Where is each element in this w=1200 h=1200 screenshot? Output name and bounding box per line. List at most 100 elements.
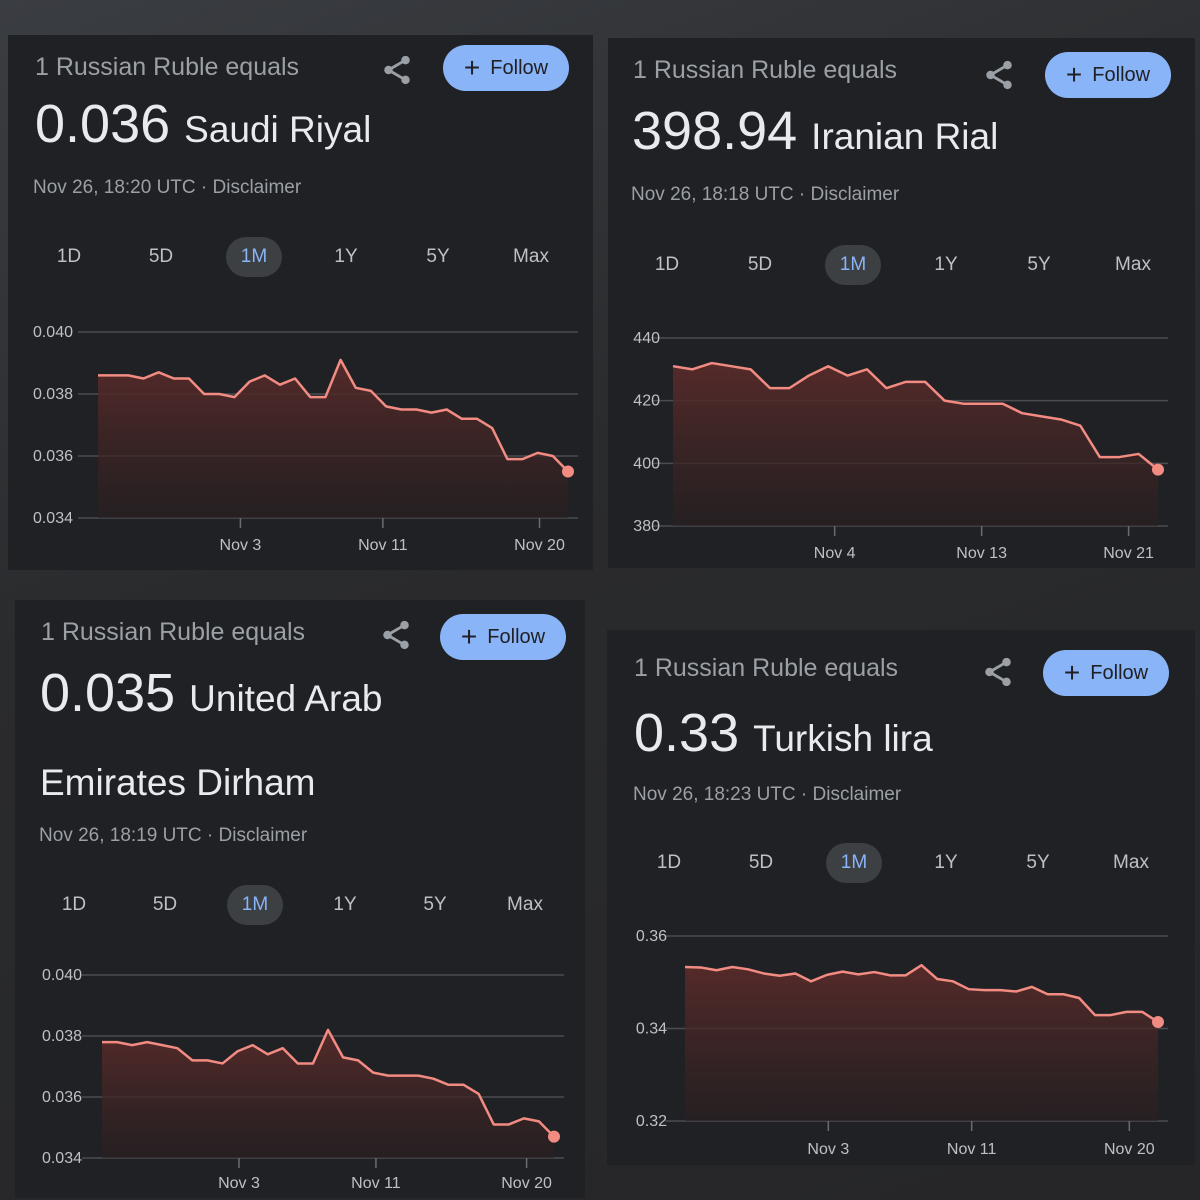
follow-label: Follow [1090,661,1149,684]
range-tab-1d[interactable]: 1D [654,254,680,275]
range-tab-1m[interactable]: 1M [825,245,881,285]
follow-label: Follow [1092,63,1151,86]
follow-button[interactable]: + Follow [440,614,566,660]
follow-button[interactable]: + Follow [1045,52,1171,98]
currency-card-uae-dirham: 1 Russian Ruble equals + Follow 0.035 United… [15,600,585,1198]
currency-card-saudi-riyal: 1 Russian Ruble equals + Follow 0.036 Saudi … [8,35,593,570]
latest-point [548,1130,560,1143]
plus-icon: + [1065,59,1083,90]
area-fill [685,965,1158,1121]
plus-icon: + [1063,657,1081,688]
follow-label: Follow [490,56,549,79]
y-tick-label: 0.34 [636,1021,667,1038]
range-tab-5d[interactable]: 5D [747,254,773,275]
exchange-rate: 0.035 United Arab [40,662,383,724]
share-icon[interactable] [380,53,414,87]
y-tick-label: 0.040 [42,967,82,984]
follow-label: Follow [487,625,546,648]
range-tab-5y[interactable]: 5Y [1026,852,1050,873]
y-tick-label: 0.038 [42,1028,82,1045]
range-tab-1y[interactable]: 1Y [934,852,958,873]
range-tab-1m[interactable]: 1M [826,843,882,883]
x-tick-label: Nov 20 [514,537,565,554]
rate-value: 0.036 [35,94,171,154]
x-tick-label: Nov 11 [358,537,408,554]
currency-card-turkish-lira: 1 Russian Ruble equals + Follow 0.33 Turkish… [607,630,1195,1165]
currency-name: Iranian Rial [811,116,999,157]
range-tab-5y[interactable]: 5Y [426,246,450,267]
latest-point [1152,463,1164,476]
area-fill [102,1029,554,1158]
rate-value: 398.94 [632,101,798,161]
range-tab-1y[interactable]: 1Y [934,254,958,275]
y-tick-label: 420 [633,393,660,410]
x-tick-label: Nov 4 [814,545,856,562]
x-tick-label: Nov 3 [218,1175,260,1192]
exchange-rate: 0.33 Turkish lira [634,702,933,764]
series-line [98,358,569,473]
timestamp-disclaimer: Nov 26, 18:23 UTC · Disclaimer [633,784,902,805]
follow-button[interactable]: + Follow [443,45,569,91]
x-tick-label: Nov 21 [1103,545,1154,562]
range-tab-5y[interactable]: 5Y [423,894,447,915]
y-tick-label: 0.034 [33,510,73,527]
range-tab-1d[interactable]: 1D [656,852,682,873]
share-icon[interactable] [982,58,1016,92]
plus-icon: + [463,52,481,83]
x-tick-label: Nov 11 [351,1175,401,1192]
y-tick-label: 0.036 [42,1089,82,1106]
y-tick-label: 0.040 [33,324,73,341]
exchange-rate: 398.94 Iranian Rial [632,100,998,162]
range-tab-1d[interactable]: 1D [56,246,82,267]
range-tab-max[interactable]: Max [1115,254,1151,275]
area-fill [98,359,568,518]
series-line [684,963,1159,1024]
range-tab-5y[interactable]: 5Y [1027,254,1051,275]
timestamp-disclaimer: Nov 26, 18:18 UTC · Disclaimer [631,184,900,205]
card-eyebrow: 1 Russian Ruble equals [41,618,306,646]
x-tick-label: Nov 3 [220,537,262,554]
series-line [672,361,1159,471]
range-tab-5d[interactable]: 5D [152,894,178,915]
range-tab-1d[interactable]: 1D [61,894,87,915]
range-tab-1y[interactable]: 1Y [334,246,358,267]
range-tab-5d[interactable]: 5D [148,246,174,267]
currency-name: Saudi Riyal [184,109,372,150]
card-eyebrow: 1 Russian Ruble equals [35,53,300,81]
range-tab-max[interactable]: Max [1113,852,1149,873]
x-tick-label: Nov 20 [501,1175,552,1192]
latest-point [1152,1016,1164,1029]
area-fill [673,363,1158,526]
y-tick-label: 0.32 [636,1113,667,1130]
follow-button[interactable]: + Follow [1043,650,1169,696]
currency-card-iranian-rial: 1 Russian Ruble equals + Follow 398.94 Irani… [608,38,1195,568]
range-tab-1m[interactable]: 1M [226,237,282,277]
share-icon[interactable] [981,655,1015,689]
y-tick-label: 0.36 [636,928,667,945]
range-tab-max[interactable]: Max [513,246,549,267]
latest-point [562,465,574,478]
y-tick-label: 0.036 [33,448,73,465]
range-tab-1m[interactable]: 1M [227,885,283,925]
range-tab-5d[interactable]: 5D [748,852,774,873]
y-tick-label: 380 [633,518,660,535]
card-eyebrow: 1 Russian Ruble equals [633,56,898,84]
range-tab-1y[interactable]: 1Y [333,894,357,915]
currency-name: United Arab [189,678,383,719]
x-tick-label: Nov 11 [947,1141,997,1158]
rate-value: 0.035 [40,663,176,723]
timestamp-disclaimer: Nov 26, 18:19 UTC · Disclaimer [39,825,308,846]
share-icon[interactable] [379,618,413,652]
rate-chart[interactable]: 0.040 0.038 0.036 0.034 Nov 3 Nov 11 Nov 20 [15,600,585,1198]
y-tick-label: 0.038 [33,386,73,403]
x-tick-label: Nov 3 [807,1141,849,1158]
rate-chart[interactable]: 0.36 0.34 0.32 Nov 3 Nov 11 Nov 20 [607,630,1195,1165]
y-tick-label: 0.034 [42,1150,82,1167]
range-tab-max[interactable]: Max [507,894,543,915]
series-line [102,1028,555,1138]
rate-chart[interactable]: 440 420 400 380 Nov 4 Nov 13 Nov 21 [608,38,1195,568]
rate-value: 0.33 [634,703,740,763]
rate-chart[interactable]: 0.040 0.038 0.036 0.034 Nov 3 Nov 11 Nov 20 [8,35,593,570]
plus-icon: + [460,621,478,652]
card-eyebrow: 1 Russian Ruble equals [634,654,899,682]
